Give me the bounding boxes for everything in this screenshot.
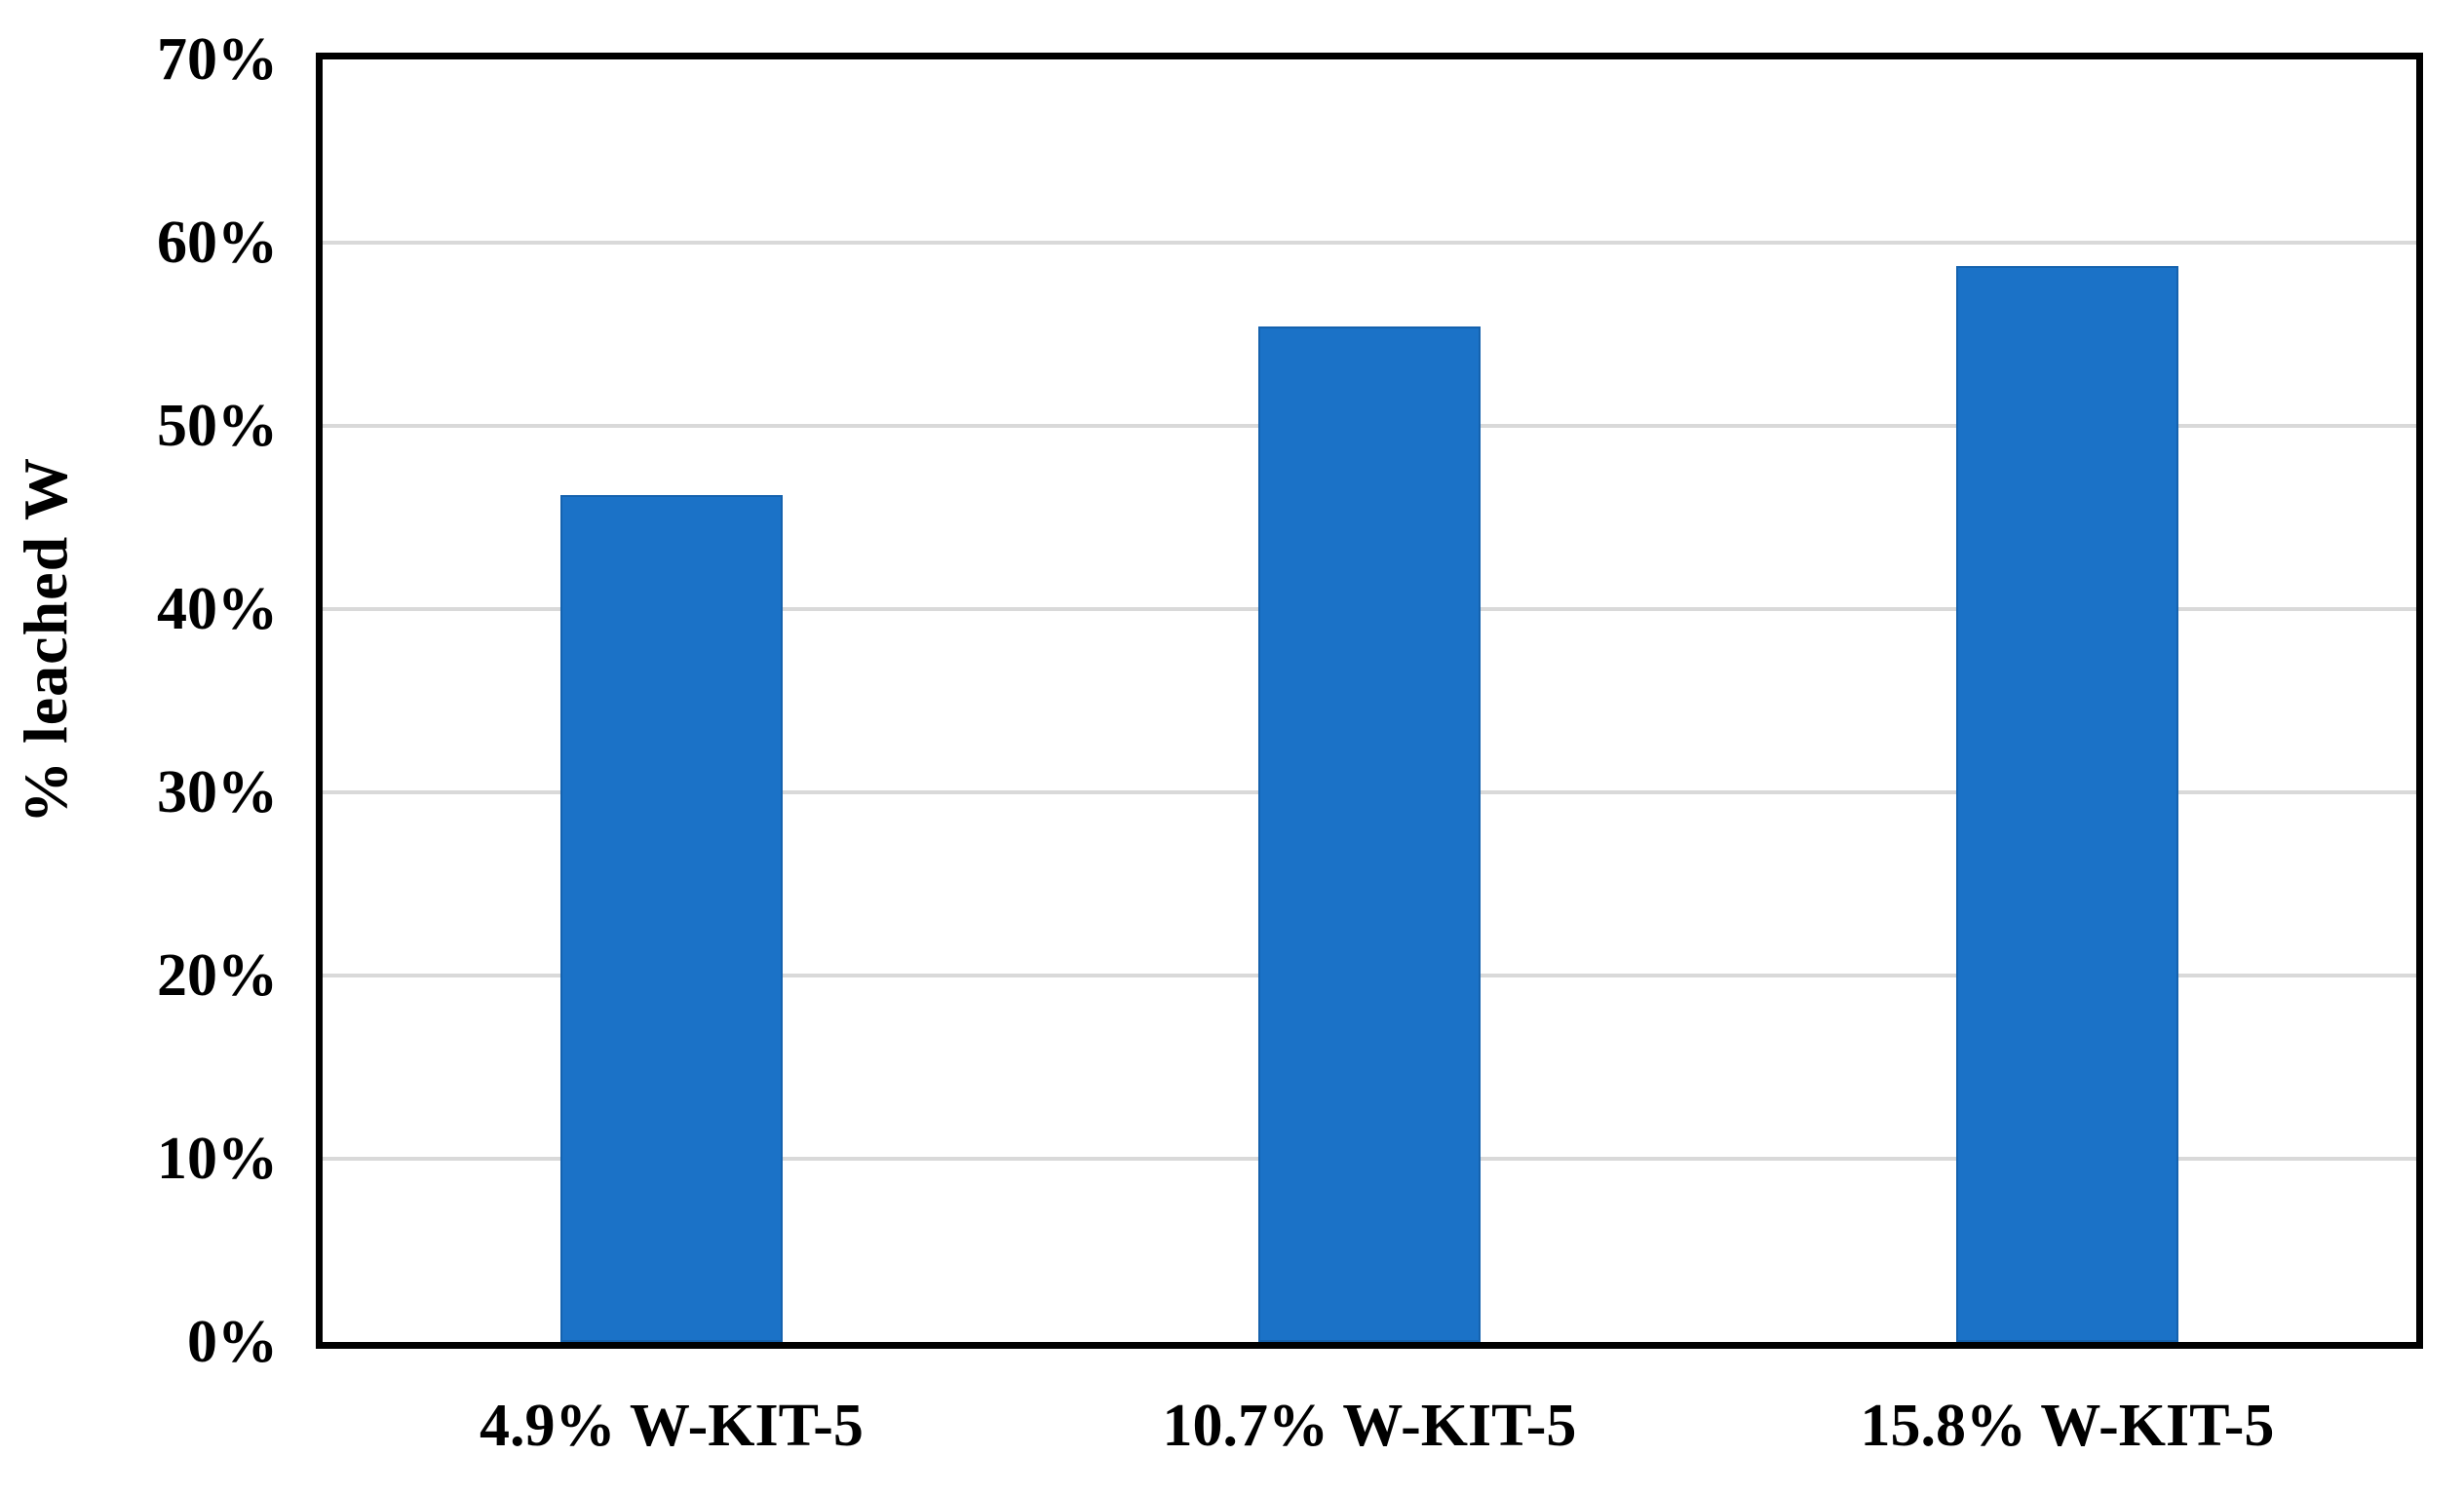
y-tick-label-20%: 20%: [157, 942, 278, 1009]
y-tick-label-30%: 30%: [157, 759, 278, 825]
bar-15.8% W-KIT-5: [1956, 266, 2178, 1342]
gridline-60: [323, 241, 2416, 245]
y-tick-label-60%: 60%: [157, 210, 278, 276]
y-tick-label-10%: 10%: [157, 1126, 278, 1192]
plot-area: [316, 53, 2423, 1349]
x-category-label-10.7% W-KIT-5: 10.7% W-KIT-5: [1162, 1393, 1577, 1459]
bar-4.9% W-KIT-5: [560, 495, 783, 1342]
y-tick-label-0%: 0%: [187, 1309, 278, 1375]
y-tick-label-40%: 40%: [157, 576, 278, 642]
x-category-label-4.9% W-KIT-5: 4.9% W-KIT-5: [480, 1393, 864, 1459]
y-tick-label-50%: 50%: [157, 393, 278, 459]
x-category-label-15.8% W-KIT-5: 15.8% W-KIT-5: [1860, 1393, 2275, 1459]
bar-10.7% W-KIT-5: [1258, 326, 1481, 1342]
y-tick-label-70%: 70%: [157, 26, 278, 93]
